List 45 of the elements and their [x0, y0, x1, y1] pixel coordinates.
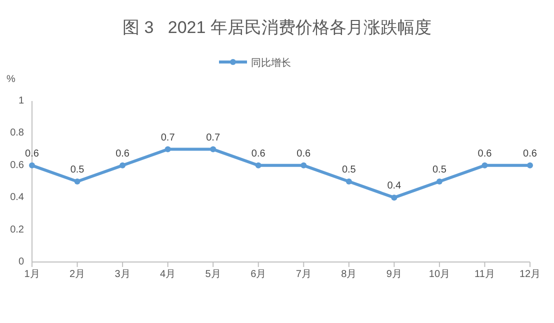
data-label: 0.4: [387, 180, 402, 192]
point: [482, 162, 488, 168]
y-axis-title: %: [6, 74, 16, 85]
data-label: 0.7: [206, 132, 220, 144]
y-tick-label: 0.6: [10, 160, 24, 171]
point: [300, 162, 307, 168]
point: [164, 146, 171, 152]
x-tick-label: 9月: [386, 269, 402, 280]
x-tick-label: 10月: [428, 269, 450, 280]
point: [255, 162, 262, 168]
data-label: 0.6: [523, 148, 538, 160]
point: [29, 162, 35, 168]
x-tick-label: 4月: [160, 269, 176, 280]
data-label: 0.5: [342, 164, 356, 176]
x-tick-label: 3月: [114, 269, 130, 280]
x-tick-label: 2月: [69, 269, 86, 280]
y-tick-label: 1: [18, 96, 24, 106]
point: [120, 162, 126, 168]
data-label: 0.6: [116, 148, 130, 160]
point: [436, 178, 442, 184]
chart-title: 图 3 2021 年居民消费价格各月涨跌幅度: [122, 18, 432, 37]
y-tick-label: 0.4: [10, 192, 24, 204]
y-tick-label: 0: [18, 256, 24, 268]
point: [74, 178, 80, 184]
x-tick-label: 5月: [205, 269, 221, 280]
point: [346, 178, 352, 184]
data-label: 0.6: [296, 148, 312, 160]
x-tick-label: 12月: [519, 269, 541, 280]
x-tick-label: 6月: [250, 269, 266, 280]
data-label: 0.6: [478, 148, 492, 160]
data-label: 0.6: [25, 148, 40, 160]
point: [527, 162, 533, 168]
y-tick-label: 0.8: [10, 128, 24, 139]
point: [391, 194, 398, 201]
x-tick-label: 8月: [341, 269, 357, 280]
point: [210, 146, 216, 152]
x-tick-label: 7月: [296, 269, 312, 280]
y-tick-label: 0.2: [10, 224, 24, 236]
data-label: 0.7: [160, 132, 176, 144]
x-tick-label: 11月: [474, 269, 495, 280]
data-label: 0.6: [251, 148, 266, 160]
legend-label: 同比增长: [251, 57, 291, 69]
data-label: 0.5: [70, 164, 85, 176]
data-label: 0.5: [432, 164, 447, 176]
x-tick-label: 1月: [24, 269, 40, 280]
